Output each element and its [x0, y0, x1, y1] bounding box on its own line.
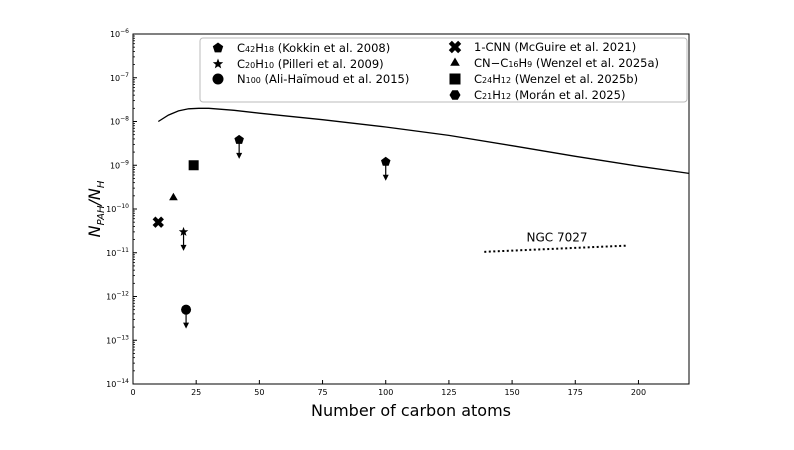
x-tick-label: 0: [130, 388, 135, 397]
y-tick-label: 10−6: [110, 28, 129, 39]
y-tick-label: 10−10: [106, 203, 129, 214]
data-point-triangle: [169, 192, 178, 201]
legend-marker-square: [449, 73, 461, 85]
y-tick-label: 10−12: [106, 291, 129, 302]
y-tick-label: 10−13: [106, 334, 129, 345]
x-tick-label: 100: [378, 388, 393, 397]
x-tick-label: 25: [191, 388, 201, 397]
legend-entry: N100 (Ali-Haïmoud et al. 2015): [237, 72, 409, 86]
legend-entry: C42H18 (Kokkin et al. 2008): [237, 41, 390, 55]
y-axis-label: NPAH/NH: [85, 180, 107, 237]
legend: C42H18 (Kokkin et al. 2008) C20H10 (Pille…: [199, 37, 688, 103]
legend-entry: 1-CNN (McGuire et al. 2021): [474, 40, 636, 54]
upper-limit-arrow: [180, 231, 187, 251]
legend-marker-hexagon: [449, 90, 461, 100]
y-tick-label: 10−11: [106, 247, 129, 258]
y-tick-label: 10−14: [106, 378, 129, 389]
data-point-star: [178, 226, 189, 236]
x-axis: 0 25 50 75 100 125 150 175 200: [130, 380, 646, 397]
ngc7027-line: [484, 244, 626, 253]
ngc7027-label: NGC 7027: [527, 231, 588, 245]
y-tick-label: 10−8: [110, 116, 129, 127]
legend-marker-pentagon: [212, 42, 224, 53]
legend-entry: CN−C16H9 (Wenzel et al. 2025a): [474, 56, 659, 70]
x-tick-label: 175: [568, 388, 583, 397]
data-point-x: [152, 216, 164, 228]
data-point-pentagon: [234, 134, 244, 144]
x-tick-label: 150: [504, 388, 519, 397]
x-tick-label: 50: [254, 388, 264, 397]
legend-entry: C24H12 (Wenzel et al. 2025b): [474, 72, 638, 86]
legend-marker-circle: [212, 73, 224, 85]
data-point-pentagon: [381, 156, 391, 166]
data-point-square: [188, 160, 199, 171]
y-axis: 10−14 10−13 10−12 10−11 10−10 10−9 10−8 10−7 10−…: [106, 28, 137, 389]
legend-marker-triangle: [450, 57, 460, 66]
legend-entry: C20H10 (Pilleri et al. 2009): [237, 57, 384, 71]
x-tick-label: 125: [441, 388, 456, 397]
legend-marker-star: [212, 58, 224, 69]
y-tick-label: 10−9: [110, 159, 129, 170]
model-curve: [157, 107, 690, 175]
legend-marker-x: [448, 40, 462, 54]
y-tick-label: 10−7: [110, 72, 129, 83]
x-axis-label: Number of carbon atoms: [311, 401, 511, 420]
x-tick-label: 75: [317, 388, 327, 397]
x-tick-label: 200: [631, 388, 646, 397]
legend-box: [199, 37, 688, 103]
legend-entry: C21H12 (Morán et al. 2025): [474, 88, 625, 102]
data-point-circle: [181, 304, 192, 315]
